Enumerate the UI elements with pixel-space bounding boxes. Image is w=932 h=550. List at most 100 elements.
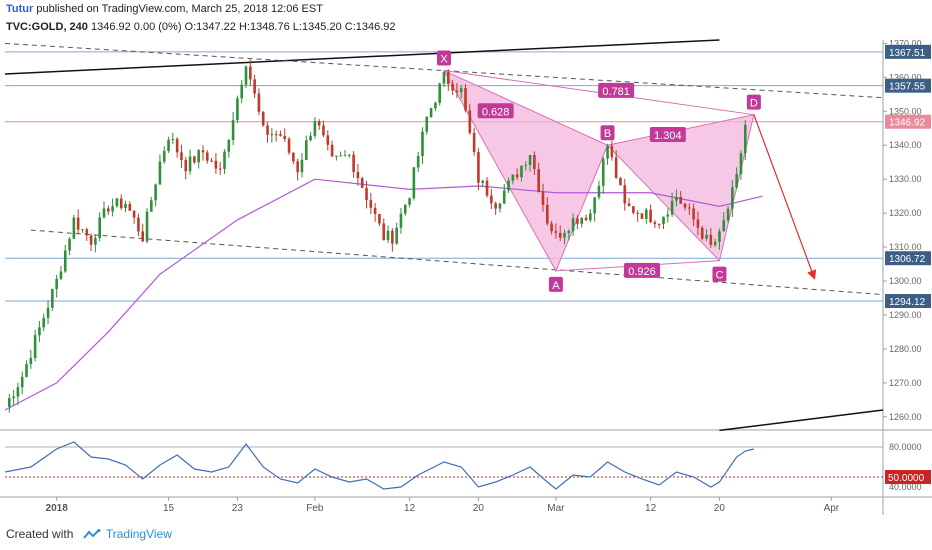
- candle-body: [223, 151, 226, 169]
- candle-body: [94, 237, 97, 245]
- candle-body: [68, 238, 71, 251]
- candle-body: [662, 216, 665, 225]
- candlesticks: [8, 59, 747, 413]
- trendline: [719, 409, 884, 432]
- price-level-label: 1306.72: [889, 254, 926, 265]
- price-level-badge: [885, 293, 931, 308]
- trendline: [4, 42, 884, 99]
- x-tick-label: 12: [404, 503, 416, 514]
- candle-body: [477, 152, 480, 183]
- candle-body: [111, 206, 114, 212]
- candle-body: [193, 156, 196, 163]
- candle-body: [666, 214, 670, 217]
- candle-body: [623, 185, 627, 204]
- candle-body: [20, 376, 24, 388]
- candle-body: [279, 134, 282, 136]
- candle-body: [137, 217, 140, 232]
- candle-body: [537, 169, 540, 192]
- candle-body: [584, 217, 588, 221]
- candle-body: [158, 161, 162, 185]
- candle-body: [25, 364, 28, 377]
- candle-body: [205, 152, 209, 161]
- rsi-level-badge: [885, 470, 931, 484]
- candle-body: [85, 229, 89, 236]
- fib-ratio-label: 0.628: [482, 106, 510, 118]
- candle-body: [42, 317, 46, 328]
- x-tick-label: Apr: [824, 503, 840, 514]
- candle-body: [270, 134, 274, 136]
- price-level-label: 1346.92: [889, 118, 926, 129]
- fib-ratio-badge: [477, 103, 514, 119]
- candle-body: [274, 134, 278, 136]
- candle-body: [132, 210, 136, 218]
- candle-body: [640, 213, 644, 219]
- candle-body: [636, 212, 639, 214]
- y-tick-label: 1310.00: [889, 242, 922, 252]
- candle-body: [102, 208, 106, 218]
- fib-ratio-badge: [623, 262, 660, 278]
- candle-body: [214, 160, 218, 169]
- candle-body: [141, 231, 145, 242]
- candle-body: [106, 208, 110, 212]
- fib-ratio-badge: [598, 82, 635, 98]
- tradingview-brand[interactable]: TradingView: [105, 527, 172, 541]
- footer: Created with TradingView: [6, 527, 172, 541]
- published-text: published on TradingView.com, March 25, …: [36, 3, 323, 15]
- x-tick-label: 2018: [46, 503, 69, 514]
- rsi-tick-label: 80.0000: [889, 442, 922, 452]
- candle-body: [343, 155, 347, 157]
- author-link[interactable]: Tutur: [6, 3, 34, 15]
- candle-body: [128, 204, 132, 211]
- x-tick-label: 15: [163, 503, 175, 514]
- candle-body: [601, 158, 605, 186]
- candle-body: [507, 180, 510, 191]
- y-tick-label: 1280.00: [889, 344, 922, 354]
- candle-body: [657, 224, 661, 226]
- candle-body: [515, 174, 519, 178]
- x-tick-label: Mar: [547, 503, 565, 514]
- candle-body: [63, 250, 67, 272]
- candle-body: [59, 271, 63, 279]
- price-level-badge: [885, 251, 931, 266]
- candle-body: [627, 203, 631, 207]
- y-tick-label: 1360.00: [889, 72, 922, 82]
- candle-body: [55, 278, 58, 290]
- candle-body: [670, 200, 674, 215]
- candle-body: [679, 196, 683, 204]
- candle-body: [330, 144, 334, 157]
- candle-body: [421, 131, 424, 157]
- candle-body: [266, 125, 269, 135]
- candle-body: [614, 157, 618, 178]
- candle-body: [369, 200, 373, 208]
- candle-body: [287, 138, 291, 153]
- pattern-point-badge: [746, 94, 761, 110]
- candle-body: [29, 358, 33, 365]
- candle-body: [481, 180, 485, 183]
- candle-body: [296, 161, 299, 173]
- candle-body: [304, 140, 308, 160]
- candle-body: [597, 185, 601, 198]
- price-level-badge: [885, 114, 931, 129]
- candle-body: [567, 230, 571, 233]
- moving-average-line: [4, 178, 763, 411]
- candle-body: [541, 191, 545, 205]
- candle-body: [348, 154, 351, 156]
- candle-body: [511, 174, 515, 181]
- fib-ratio-label: 0.781: [602, 86, 630, 98]
- candle-body: [451, 83, 454, 91]
- candle-body: [520, 165, 523, 178]
- candle-body: [524, 164, 528, 166]
- candle-body: [533, 155, 536, 170]
- candle-body: [162, 150, 166, 162]
- candle-body: [700, 227, 704, 239]
- pattern-point-badge: [437, 50, 451, 66]
- candle-body: [51, 289, 54, 308]
- x-tick-label: 23: [232, 503, 244, 514]
- candle-body: [580, 217, 584, 224]
- candle-body: [188, 156, 192, 172]
- fib-ratio-badge: [649, 127, 686, 143]
- price-level-label: 1294.12: [889, 297, 926, 308]
- candle-body: [619, 177, 622, 186]
- candle-body: [403, 204, 407, 214]
